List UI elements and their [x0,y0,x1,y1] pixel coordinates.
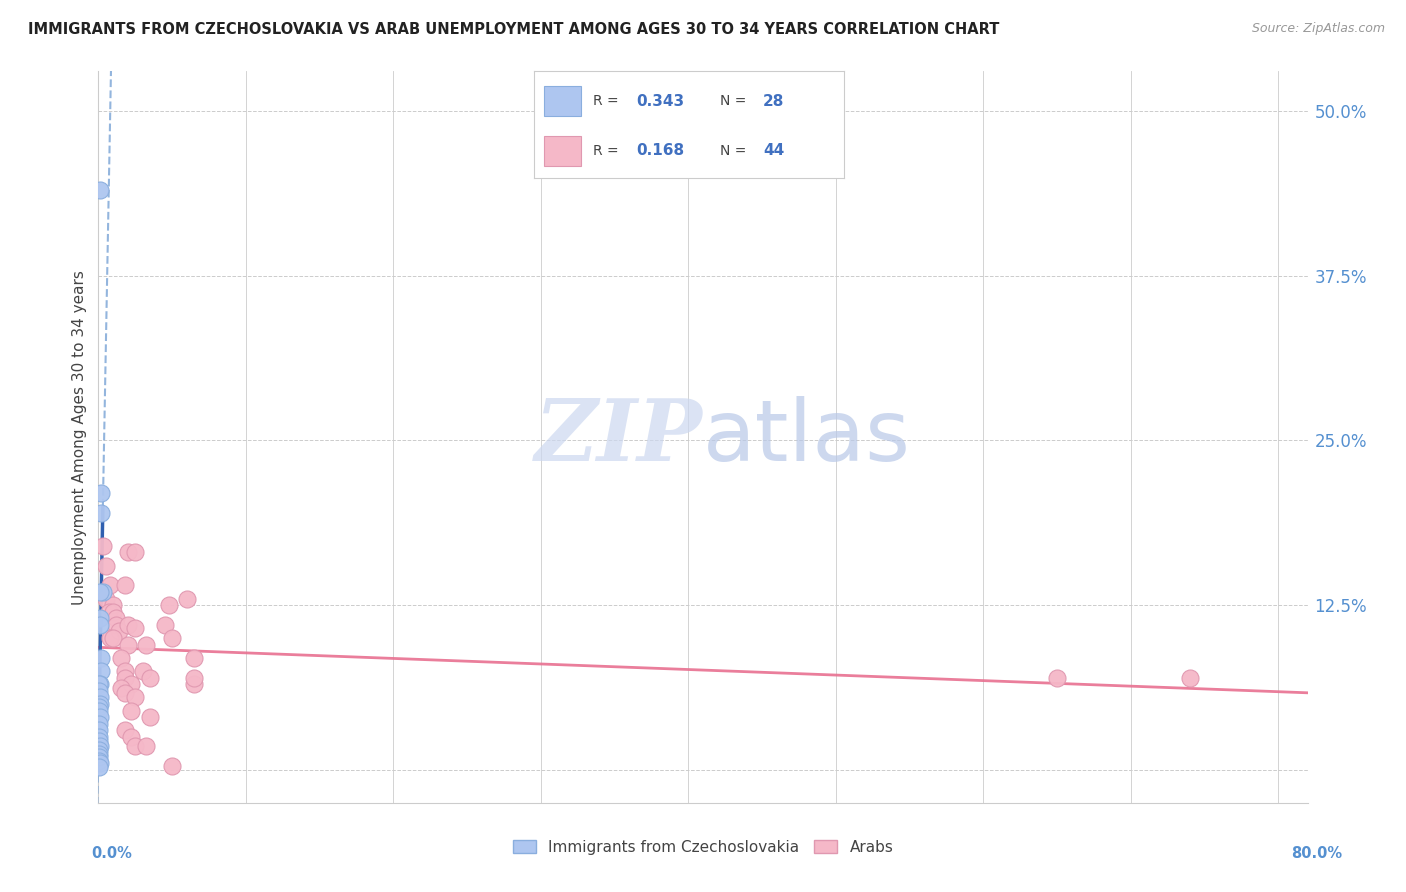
Point [89,756,111,771]
Point [114,664,136,678]
Point [160,631,183,645]
Point [114,671,136,685]
Text: IMMIGRANTS FROM CZECHOSLOVAKIA VS ARAB UNEMPLOYMENT AMONG AGES 30 TO 34 YEARS CO: IMMIGRANTS FROM CZECHOSLOVAKIA VS ARAB U… [28,22,1000,37]
Text: N =: N = [720,95,747,108]
Point [114,723,136,738]
Point [1046,671,1069,685]
Point [176,591,198,606]
Point [135,638,157,652]
Point [89,699,111,714]
Point [91,539,114,553]
Point [90,486,112,500]
Point [139,671,162,685]
Point [105,611,128,625]
Text: N =: N = [720,144,747,158]
Point [105,618,128,632]
Point [87,723,110,738]
Point [89,716,111,731]
Point [97,605,120,619]
Point [117,618,139,632]
Point [87,760,110,774]
Text: 28: 28 [763,94,785,109]
Text: 44: 44 [763,143,785,158]
FancyBboxPatch shape [544,87,581,116]
Point [183,650,205,665]
Point [87,749,110,764]
Point [117,545,139,559]
Point [89,183,111,197]
Point [114,578,136,592]
Point [91,585,114,599]
Point [89,710,111,724]
Point [160,759,183,773]
Point [1178,671,1201,685]
Point [87,754,110,768]
Point [124,620,146,634]
Point [183,671,205,685]
Point [90,650,112,665]
Point [90,506,112,520]
Point [90,664,112,678]
Point [120,677,142,691]
Text: 80.0%: 80.0% [1292,846,1343,861]
Point [89,743,111,757]
Point [94,591,117,606]
Point [114,686,136,700]
Point [87,730,110,744]
Text: R =: R = [593,144,619,158]
Legend: Immigrants from Czechoslovakia, Arabs: Immigrants from Czechoslovakia, Arabs [506,834,900,861]
Text: Source: ZipAtlas.com: Source: ZipAtlas.com [1251,22,1385,36]
Point [183,677,205,691]
Point [153,618,176,632]
Point [124,739,146,753]
Point [124,690,146,705]
Point [94,558,117,573]
Point [108,624,131,639]
Point [89,677,111,691]
Text: R =: R = [593,95,619,108]
Point [89,677,111,691]
Point [120,730,142,744]
Point [89,739,111,753]
Point [135,739,157,753]
Point [117,638,139,652]
Point [98,631,121,645]
Text: 0.343: 0.343 [637,94,685,109]
Point [101,631,124,645]
Point [139,710,162,724]
Point [89,697,111,711]
Point [101,598,124,612]
Text: ZIP: ZIP [536,395,703,479]
Text: atlas: atlas [703,395,911,479]
Point [157,598,180,612]
Point [89,611,111,625]
Point [124,545,146,559]
Point [101,605,124,619]
Point [89,683,111,698]
Point [89,704,111,718]
Point [87,734,110,748]
Point [120,704,142,718]
Text: 0.168: 0.168 [637,143,685,158]
Point [110,650,132,665]
Point [110,681,132,695]
Point [89,618,111,632]
Point [89,747,111,761]
FancyBboxPatch shape [544,136,581,166]
Point [98,578,121,592]
Text: 0.0%: 0.0% [91,846,132,861]
Y-axis label: Unemployment Among Ages 30 to 34 years: Unemployment Among Ages 30 to 34 years [72,269,87,605]
Point [89,585,111,599]
Point [89,690,111,705]
Point [131,664,153,678]
